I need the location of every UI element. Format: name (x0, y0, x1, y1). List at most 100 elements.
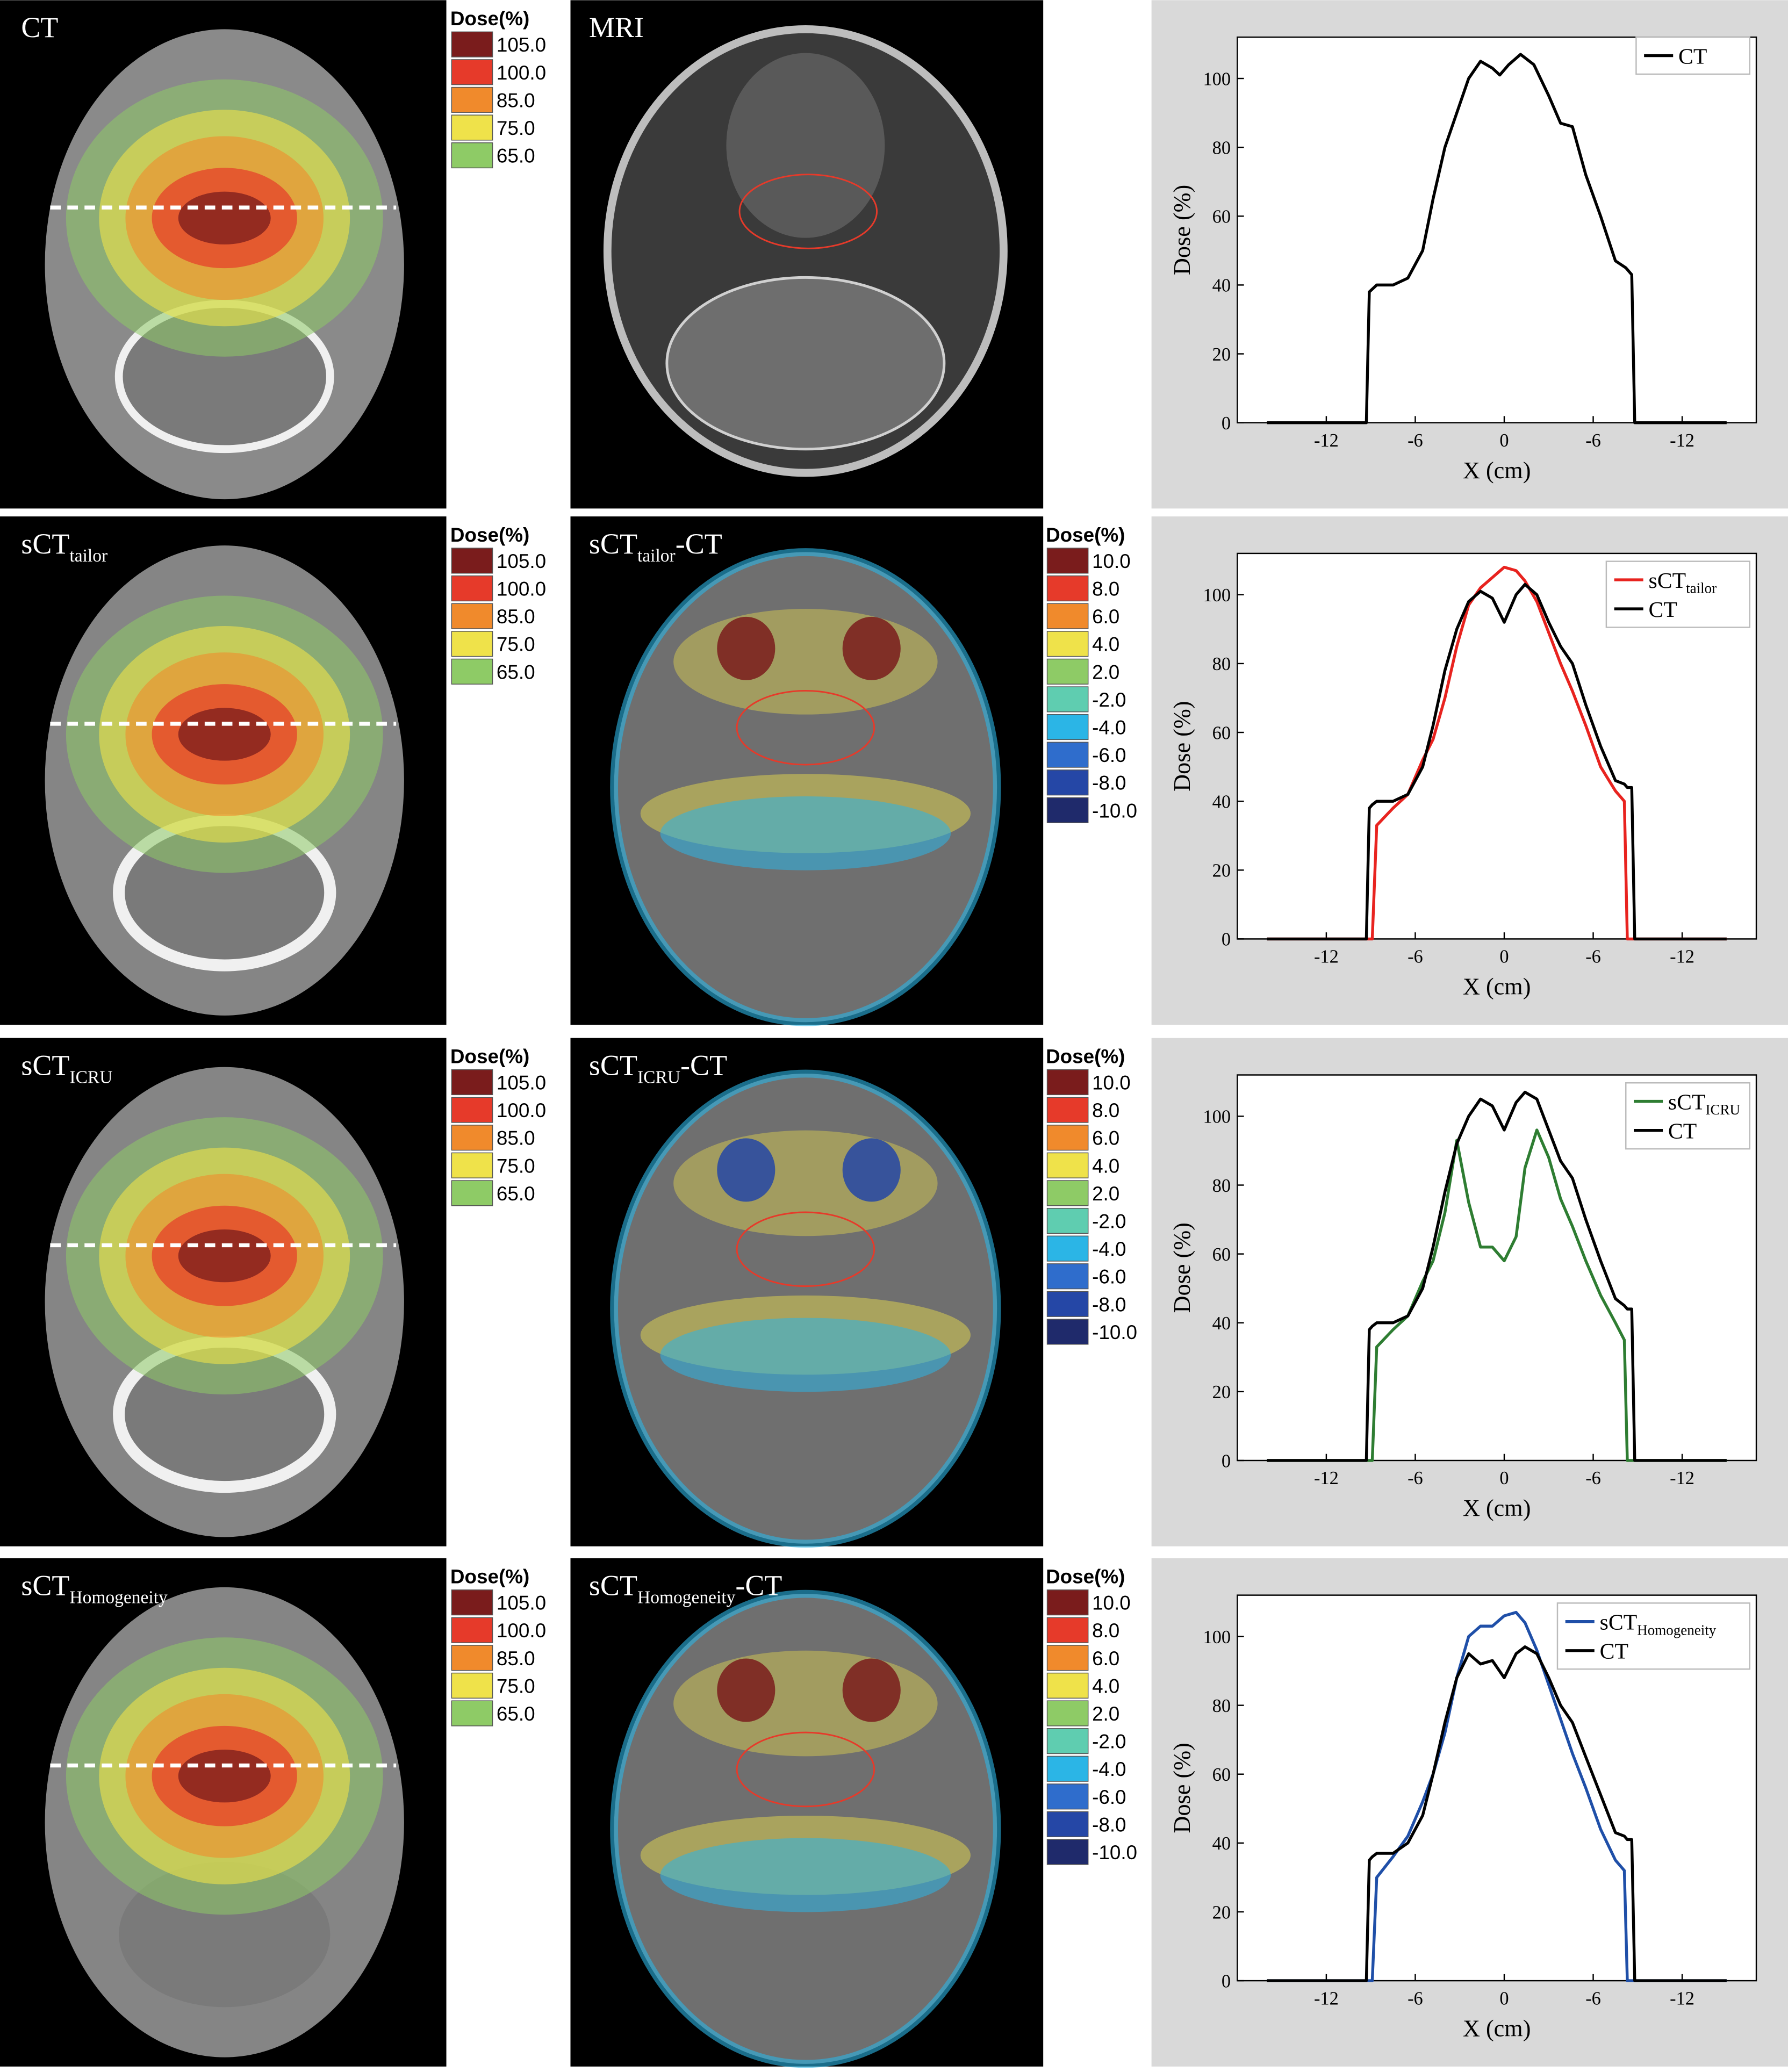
compare-label: sCTICRU-CT (589, 1049, 727, 1087)
legend-swatch (1046, 658, 1089, 685)
legend-swatch (1046, 797, 1089, 823)
legend-swatch (1046, 548, 1089, 574)
legend-name: sCT (1600, 1610, 1638, 1635)
dose-region (178, 708, 271, 761)
legend-swatch (1046, 631, 1089, 657)
legend-swatch (451, 1069, 493, 1096)
legend-label: 2.0 (1092, 661, 1119, 683)
legend-title: Dose(%) (450, 524, 529, 546)
legend-swatch (1046, 575, 1089, 602)
legend-entry: sCTICRU (1668, 1090, 1740, 1118)
legend-box (1556, 1602, 1750, 1670)
legend-swatch (1046, 1319, 1089, 1345)
legend-name: sCT (1649, 569, 1686, 593)
x-tick-label: -12 (1314, 1988, 1339, 2009)
legend-swatch (1046, 1097, 1089, 1123)
legend-swatch (1046, 1589, 1089, 1616)
legend-entry: CT (1678, 44, 1707, 69)
y-tick-label: 40 (1212, 1833, 1231, 1854)
legend-swatch (1046, 1152, 1089, 1178)
legend-swatch (451, 142, 493, 169)
x-tick-label: -6 (1585, 1988, 1601, 2009)
legend-swatch (1046, 1783, 1089, 1810)
legend-label: -4.0 (1092, 1758, 1126, 1780)
legend-swatch (1046, 1645, 1089, 1671)
legend-label: 4.0 (1092, 1675, 1119, 1697)
x-tick-label: -12 (1314, 1468, 1339, 1488)
legend-name-sub: ICRU (1706, 1102, 1741, 1118)
compare-label: sCTtailor-CT (589, 528, 722, 566)
legend-swatch (1046, 1291, 1089, 1317)
legend-swatch (1046, 1235, 1089, 1262)
legend-label: 4.0 (1092, 634, 1119, 656)
y-tick-label: 80 (1212, 138, 1231, 158)
legend-title: Dose(%) (1046, 524, 1125, 546)
legend-label: 4.0 (1092, 1155, 1119, 1177)
y-axis-label: Dose (%) (1169, 185, 1195, 275)
diff-region (660, 1838, 951, 1912)
y-tick-label: 60 (1212, 1244, 1231, 1265)
legend-title: Dose(%) (1046, 1565, 1125, 1587)
x-axis-label: X (cm) (1463, 974, 1531, 1000)
legend-swatch (1046, 769, 1089, 796)
legend-label: -2.0 (1092, 1731, 1126, 1753)
compare-label-text: sCT (589, 528, 637, 560)
ct-head (610, 548, 1001, 1026)
y-axis-label: Dose (%) (1169, 1222, 1195, 1313)
legend-entry: CT (1649, 598, 1677, 622)
legend-label: 105.0 (497, 550, 546, 572)
legend-swatch (1046, 1180, 1089, 1206)
x-tick-label: 0 (1499, 430, 1509, 451)
y-tick-label: 20 (1212, 861, 1231, 881)
legend-entry: CT (1668, 1119, 1697, 1143)
target-contour (736, 689, 875, 766)
data-line (1267, 1090, 1727, 1462)
x-tick-label: -12 (1670, 430, 1694, 451)
legend-swatch (1046, 742, 1089, 768)
image-label: sCTICRU (21, 1049, 112, 1087)
mri-sinus (726, 53, 885, 238)
x-tick-label: 0 (1499, 1468, 1509, 1488)
x-tick-label: -6 (1408, 1468, 1423, 1488)
legend-label: 75.0 (497, 1155, 535, 1177)
legend-swatch (451, 1617, 493, 1643)
x-axis-label: X (cm) (1463, 2015, 1531, 2041)
legend-label: 6.0 (1092, 606, 1119, 628)
compare-label-sub: tailor (637, 546, 676, 566)
legend-label: -10.0 (1092, 1841, 1137, 1864)
data-line (1267, 565, 1727, 941)
legend-swatch (1046, 1756, 1089, 1782)
compare-label-sub: Homogeneity (637, 1588, 736, 1608)
compare-label-sub: ICRU (637, 1068, 680, 1088)
legend-entry: CT (1600, 1639, 1628, 1664)
image-label: sCTtailor (21, 528, 107, 566)
x-tick-label: -12 (1670, 1988, 1694, 2009)
y-tick-label: 100 (1203, 585, 1231, 606)
diff-region (660, 1318, 951, 1392)
legend-label: 10.0 (1092, 550, 1131, 572)
legend-swatch (451, 548, 493, 574)
legend-label: 85.0 (497, 606, 535, 628)
legend-swatch (1046, 1728, 1089, 1754)
y-tick-label: 0 (1222, 413, 1231, 434)
y-tick-label: 80 (1212, 1696, 1231, 1716)
x-tick-label: -6 (1408, 430, 1423, 451)
y-axis-label: Dose (%) (1169, 701, 1195, 792)
diff-region (717, 1658, 775, 1722)
x-axis-label: X (cm) (1463, 1495, 1531, 1521)
y-tick-label: 100 (1203, 1107, 1231, 1127)
legend-label: 10.0 (1092, 1592, 1131, 1614)
legend-label: 105.0 (497, 1072, 546, 1094)
legend-swatch (451, 59, 493, 85)
legend-label: -4.0 (1092, 717, 1126, 739)
compare-label-text: sCT (589, 1049, 637, 1081)
legend-label: 85.0 (497, 89, 535, 111)
legend-swatch (1046, 1700, 1089, 1726)
y-axis-label: Dose (%) (1169, 1743, 1195, 1833)
y-tick-label: 40 (1212, 276, 1231, 296)
legend-swatch (451, 658, 493, 685)
legend-name: sCT (1668, 1090, 1706, 1114)
y-tick-label: 100 (1203, 69, 1231, 89)
diff-region (842, 1658, 901, 1722)
legend-label: 65.0 (497, 661, 535, 683)
